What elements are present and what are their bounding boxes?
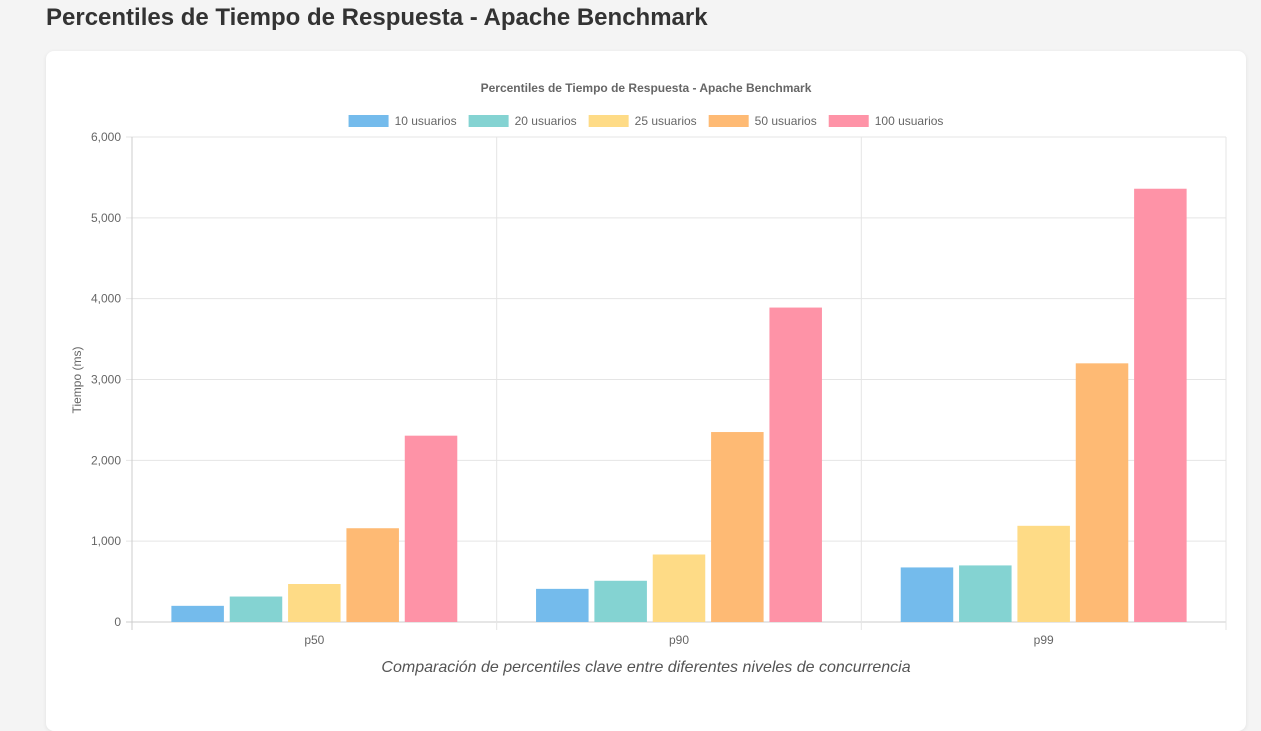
legend-swatch xyxy=(708,115,749,127)
bar-p90-10-usuarios xyxy=(536,588,589,622)
legend-swatch xyxy=(348,115,389,127)
legend-label: 10 usuarios xyxy=(395,114,457,128)
legend-swatch xyxy=(828,115,869,127)
x-tick-label: p90 xyxy=(669,633,689,647)
y-tick-label: 5,000 xyxy=(91,211,121,225)
bar-p50-20-usuarios xyxy=(229,596,283,622)
bar-p90-25-usuarios xyxy=(652,554,706,622)
y-tick-label: 0 xyxy=(114,615,121,629)
bar-p50-100-usuarios xyxy=(404,435,458,622)
y-tick-label: 6,000 xyxy=(91,130,121,144)
bar-p50-25-usuarios xyxy=(288,584,341,622)
chart-bars xyxy=(171,188,1187,622)
page-title: Percentiles de Tiempo de Respuesta - Apa… xyxy=(46,4,708,31)
y-tick-label: 1,000 xyxy=(91,534,121,548)
response-time-percentiles-chart: Percentiles de Tiempo de Respuesta - Apa… xyxy=(70,81,1227,647)
bar-p90-100-usuarios xyxy=(769,307,822,622)
y-axis: 0 1,000 2,000 3,000 4,000 5,000 6,000 xyxy=(91,130,121,629)
bar-p99-50-usuarios xyxy=(1075,363,1129,622)
y-axis-label: Tiempo (ms) xyxy=(70,347,84,414)
bar-p50-10-usuarios xyxy=(171,605,224,622)
chart-legend: 10 usuarios 20 usuarios 25 usuarios 50 usua… xyxy=(348,114,944,128)
bar-p90-50-usuarios xyxy=(711,432,764,622)
bar-p99-25-usuarios xyxy=(1017,525,1070,622)
y-tick-label: 3,000 xyxy=(91,373,121,387)
chart-caption: Comparación de percentiles clave entre d… xyxy=(381,659,911,676)
y-tick-label: 4,000 xyxy=(91,292,121,306)
y-tick-label: 2,000 xyxy=(91,453,121,467)
legend-label: 25 usuarios xyxy=(635,114,697,128)
legend-label: 100 usuarios xyxy=(875,114,944,128)
chart-title: Percentiles de Tiempo de Respuesta - Apa… xyxy=(481,81,812,95)
x-tick-label: p50 xyxy=(304,633,324,647)
legend-swatch xyxy=(468,115,509,127)
bar-p50-50-usuarios xyxy=(346,528,399,622)
legend-label: 20 usuarios xyxy=(515,114,577,128)
bar-p99-100-usuarios xyxy=(1134,188,1187,622)
bar-p99-20-usuarios xyxy=(959,565,1012,622)
x-axis: p50 p90 p99 xyxy=(304,633,1054,647)
bar-p99-10-usuarios xyxy=(900,567,954,622)
bar-p90-20-usuarios xyxy=(594,580,647,622)
legend-swatch xyxy=(588,115,629,127)
legend-label: 50 usuarios xyxy=(755,114,817,128)
chart-gridlines xyxy=(126,136,1227,630)
x-tick-label: p99 xyxy=(1034,633,1054,647)
